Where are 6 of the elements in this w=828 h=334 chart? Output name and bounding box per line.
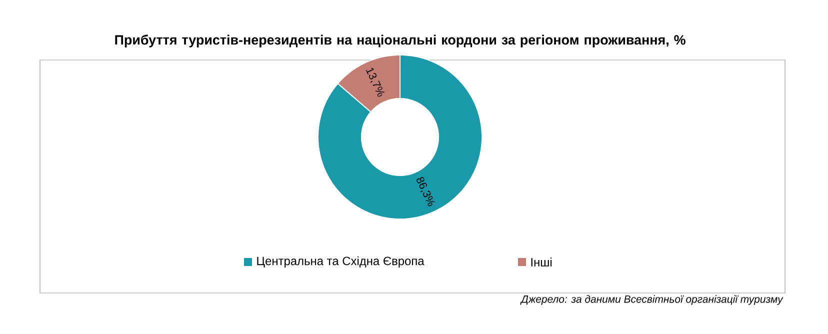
legend-label: Центральна та Східна Європа <box>257 256 424 268</box>
legend-label: Інші <box>531 258 552 266</box>
text: Джерело: за даними Всесвітньої організації туризму <box>520 295 784 305</box>
data-label: 86,3% <box>416 176 435 206</box>
data-label: 13,7% <box>366 68 385 97</box>
chart-title: Прибуття туристів-нерезидентів на національні кордони за регіоном проживання, % <box>115 34 686 48</box>
